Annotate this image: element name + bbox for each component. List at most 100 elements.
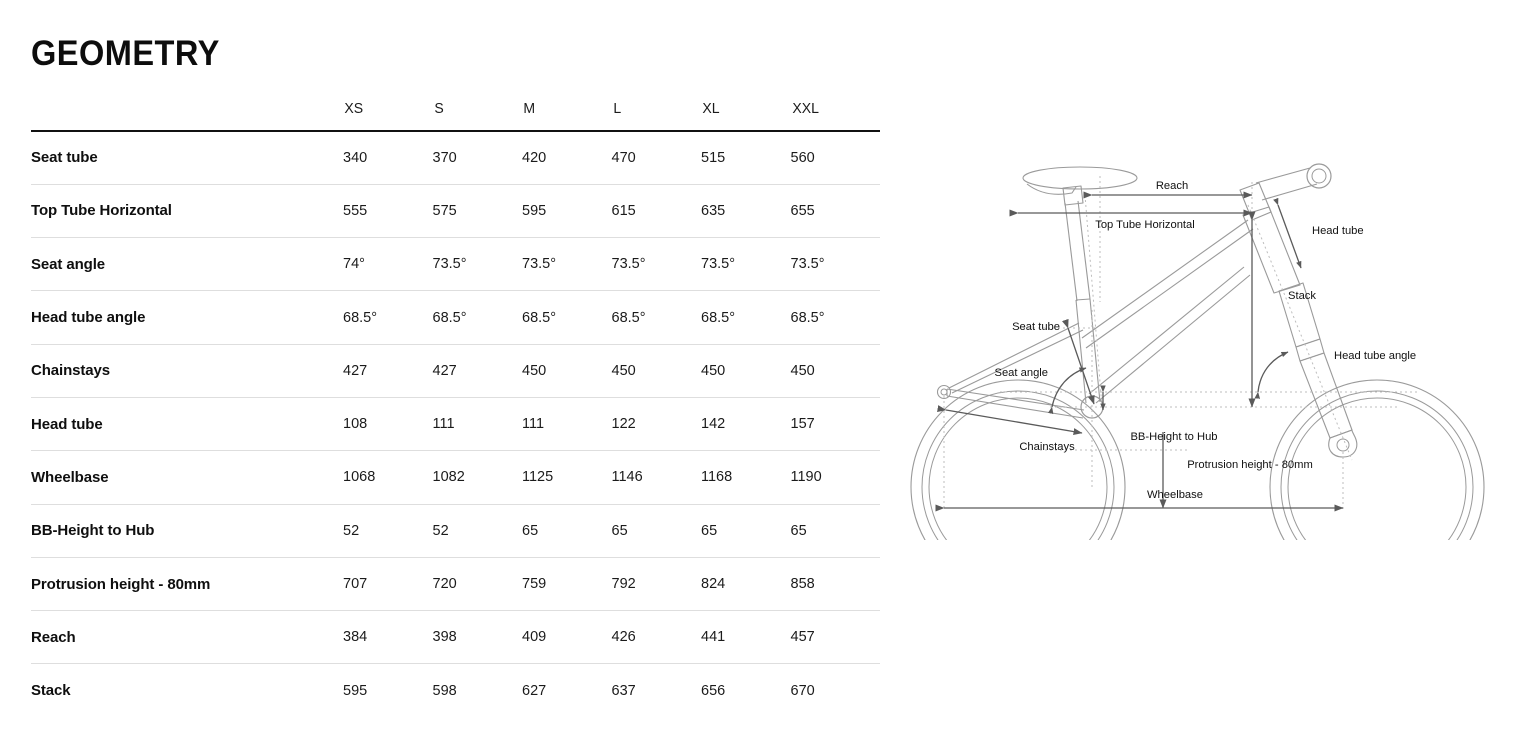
label-reach: Reach [1156,180,1188,192]
column-header-s: S [433,101,444,117]
geometry-table: XS S M L XL XXL Seat tube 340 370 420 47… [31,88,880,717]
column-header-xs: XS [344,101,364,117]
label-wheelbase: Wheelbase [1147,489,1203,501]
cell-value: 65 [611,522,628,539]
row-label: Protrusion height - 80mm [31,575,211,593]
cell-value: 420 [522,149,547,166]
cell-value: 656 [701,682,726,699]
geometry-table-container: XS S M L XL XXL Seat tube 340 370 420 47… [31,88,880,717]
bicycle-geometry-diagram: Reach Top Tube Horizontal Head tube Stac… [900,160,1539,540]
row-label: Stack [31,682,71,700]
cell-value: 370 [432,149,457,166]
cell-value: 122 [611,416,636,433]
cell-value: 68.5° [790,309,825,326]
cell-value: 450 [611,362,636,379]
cell-value: 720 [432,576,457,593]
cell-value: 637 [611,682,636,699]
cell-value: 73.5° [432,256,467,273]
row-label: BB-Height to Hub [31,522,155,540]
table-body: Seat tube 340 370 420 470 515 560 Top Tu… [31,131,880,717]
label-head-tube: Head tube [1312,225,1364,237]
label-head-tube-angle: Head tube angle [1334,350,1416,362]
label-bb-height-to-hub: BB-Height to Hub [1130,431,1217,443]
head-tube-angle-arrow [1254,351,1289,399]
column-header-blank [36,88,339,131]
table-row: Seat angle 74° 73.5° 73.5° 73.5° 73.5° 7… [31,238,880,291]
table-row: Seat tube 340 370 420 470 515 560 [31,131,880,185]
cell-value: 398 [432,629,457,646]
cell-value: 73.5° [701,256,736,273]
cell-value: 142 [701,416,726,433]
cell-value: 598 [432,682,457,699]
row-label: Seat tube [31,149,98,167]
cell-value: 457 [790,629,815,646]
cell-value: 65 [790,522,807,539]
cell-value: 595 [522,202,547,219]
cell-value: 384 [343,629,368,646]
cell-value: 1146 [611,469,643,486]
cell-value: 1168 [701,469,733,486]
cell-value: 108 [343,416,368,433]
page-title: GEOMETRY [31,34,220,73]
cell-value: 1125 [522,469,554,486]
cell-value: 73.5° [790,256,825,273]
row-label: Wheelbase [31,468,109,486]
cell-value: 615 [611,202,636,219]
column-header-l: L [612,101,621,117]
label-seat-tube: Seat tube [1012,321,1060,333]
cell-value: 824 [701,576,726,593]
column-header-xl: XL [702,101,720,117]
table-row: Top Tube Horizontal 555 575 595 615 635 … [31,184,880,238]
row-label: Head tube angle [31,309,146,327]
cell-value: 450 [522,362,547,379]
cell-value: 670 [790,682,815,699]
cell-value: 68.5° [701,309,736,326]
cell-value: 858 [790,576,815,593]
cell-value: 575 [432,202,457,219]
cell-value: 627 [522,682,547,699]
cell-value: 450 [790,362,815,379]
row-label: Head tube [31,415,103,433]
cell-value: 427 [432,362,457,379]
cell-value: 655 [790,202,815,219]
table-row: Wheelbase 1068 1082 1125 1146 1168 1190 [31,451,880,505]
cell-value: 515 [701,149,726,166]
head-tube-arrow [1273,197,1302,269]
cell-value: 450 [701,362,726,379]
label-seat-angle: Seat angle [995,367,1049,379]
table-header: XS S M L XL XXL [31,88,880,131]
cell-value: 65 [522,522,539,539]
label-chainstays: Chainstays [1019,441,1075,453]
table-row: BB-Height to Hub 52 52 65 65 65 65 [31,504,880,558]
column-header-xxl: XXL [791,101,819,117]
column-header-m: M [523,101,536,117]
bicycle-frame [936,166,1254,419]
seat-angle-arrow [1047,367,1087,415]
row-label: Seat angle [31,255,106,273]
row-label: Top Tube Horizontal [31,202,172,220]
row-label: Chainstays [31,362,111,380]
cell-value: 595 [343,682,368,699]
cell-value: 68.5° [432,309,467,326]
cell-value: 74° [343,256,365,273]
cell-value: 555 [343,202,368,219]
cell-value: 73.5° [611,256,646,273]
table-row: Head tube 108 111 111 122 142 157 [31,397,880,451]
table-row: Protrusion height - 80mm 707 720 759 792… [31,557,880,611]
dimension-arrows [935,191,1344,512]
cell-value: 111 [522,416,545,433]
label-protrusion-height: Protrusion height - 80mm [1187,459,1313,471]
cell-value: 73.5° [522,256,557,273]
front-wheel [1269,379,1485,540]
label-top-tube-horizontal: Top Tube Horizontal [1095,219,1195,231]
seat-tube-arrow [1061,318,1095,405]
cell-value: 1190 [790,469,822,486]
cell-value: 157 [790,416,815,433]
cell-value: 52 [343,522,360,539]
cell-value: 1068 [343,469,376,486]
cell-value: 111 [432,416,455,433]
table-header-row: XS S M L XL XXL [31,88,880,131]
cell-value: 560 [790,149,815,166]
cell-value: 470 [611,149,636,166]
